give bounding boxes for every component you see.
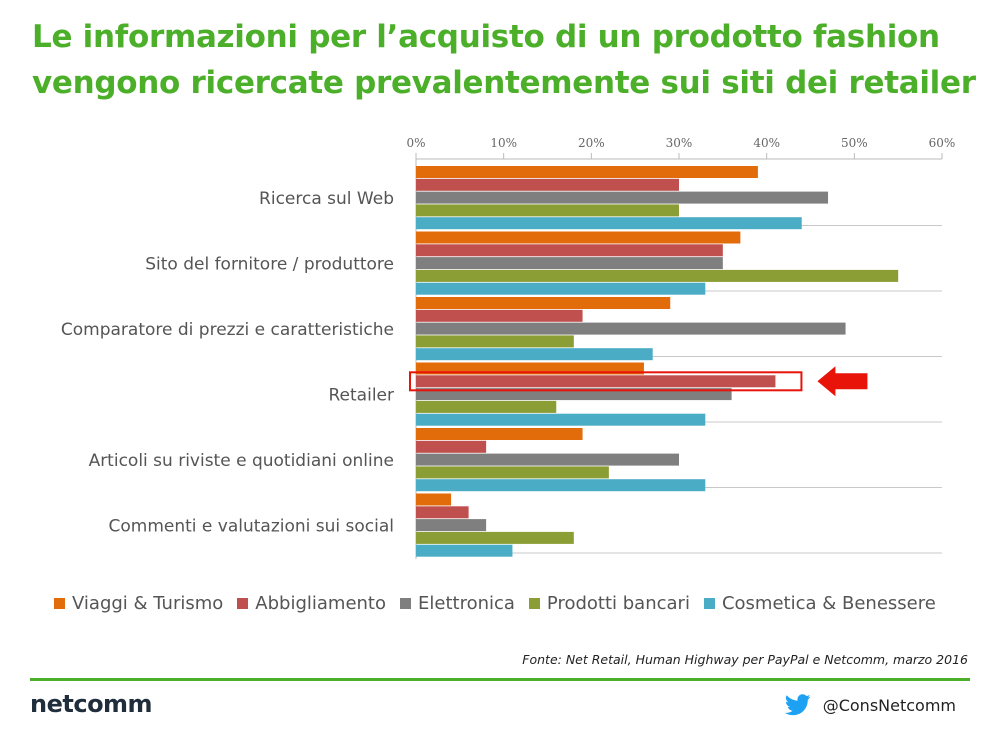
bar — [416, 494, 451, 506]
legend-swatch — [704, 598, 715, 609]
bar — [416, 166, 758, 178]
legend-label: Viaggi & Turismo — [72, 593, 223, 614]
legend-label: Prodotti bancari — [547, 593, 690, 614]
bar — [416, 532, 574, 544]
bar — [416, 217, 802, 229]
bar-chart: 0% 10% 20% 30% 40% 50% 60% Ricerca sul Web Sito… — [0, 0, 1000, 735]
bar — [416, 257, 723, 269]
x-tick-label: 10% — [490, 136, 517, 150]
legend-swatch — [54, 598, 65, 609]
legend-item: Prodotti bancari — [529, 593, 690, 614]
bar — [416, 466, 609, 478]
bar — [416, 179, 679, 191]
legend-item: Abbigliamento — [237, 593, 386, 614]
legend-swatch — [400, 598, 411, 609]
legend-label: Abbigliamento — [255, 593, 386, 614]
x-tick-label: 60% — [929, 136, 956, 150]
legend-item: Cosmetica & Benessere — [704, 593, 936, 614]
bar — [416, 428, 583, 440]
category-label: Comparatore di prezzi e caratteristiche — [61, 320, 394, 340]
bar — [416, 310, 583, 322]
category-label: Sito del fornitore / produttore — [145, 255, 394, 275]
netcomm-logo: netcomm — [30, 690, 152, 718]
legend: Viaggi & Turismo Abbigliamento Elettronica… — [54, 590, 950, 616]
twitter-handle[interactable]: @ConsNetcomm — [785, 694, 956, 716]
bars — [416, 166, 898, 557]
bar — [416, 545, 512, 557]
x-tick-label: 0% — [406, 136, 425, 150]
bar — [416, 192, 828, 204]
bar — [416, 454, 679, 466]
x-axis: 0% 10% 20% 30% 40% 50% 60% — [406, 136, 955, 159]
bar — [416, 479, 705, 491]
twitter-handle-text: @ConsNetcomm — [823, 696, 956, 715]
bar — [416, 270, 898, 282]
bar — [416, 335, 574, 347]
x-tick-label: 20% — [578, 136, 605, 150]
highlight-arrow — [817, 366, 867, 396]
x-tick-label: 50% — [841, 136, 868, 150]
bar — [416, 519, 486, 531]
legend-item: Viaggi & Turismo — [54, 593, 223, 614]
twitter-icon — [785, 694, 811, 716]
category-label: Ricerca sul Web — [259, 189, 394, 209]
source-note: Fonte: Net Retail, Human Highway per Pay… — [522, 652, 968, 667]
footer-divider — [30, 678, 970, 681]
bar — [416, 297, 670, 309]
category-label: Retailer — [329, 386, 395, 406]
bar — [416, 375, 775, 387]
bar — [416, 401, 556, 413]
category-label: Commenti e valutazioni sui social — [108, 517, 394, 537]
bar — [416, 232, 740, 244]
category-labels: Ricerca sul Web Sito del fornitore / prod… — [61, 189, 394, 537]
bar — [416, 283, 705, 295]
x-tick-label: 40% — [753, 136, 780, 150]
bar — [416, 441, 486, 453]
category-label: Articoli su riviste e quotidiani online — [89, 451, 394, 471]
legend-item: Elettronica — [400, 593, 515, 614]
x-tick-label: 30% — [666, 136, 693, 150]
bar — [416, 506, 469, 518]
bar — [416, 348, 653, 360]
legend-label: Elettronica — [418, 593, 515, 614]
legend-swatch — [237, 598, 248, 609]
bar — [416, 244, 723, 256]
bar — [416, 414, 705, 426]
bar — [416, 204, 679, 216]
bar — [416, 323, 846, 335]
legend-label: Cosmetica & Benessere — [722, 593, 936, 614]
legend-swatch — [529, 598, 540, 609]
